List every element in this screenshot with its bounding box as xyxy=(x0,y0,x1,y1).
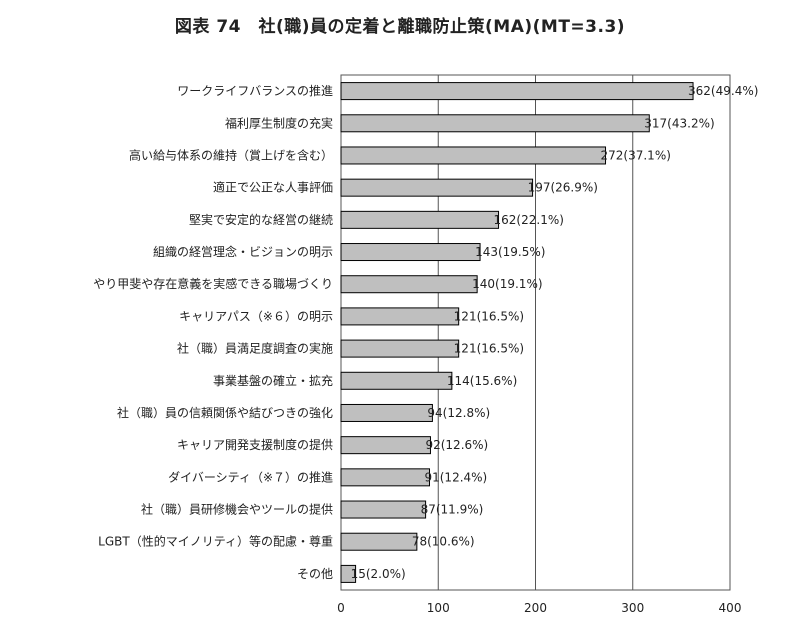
category-label: 組織の経営理念・ビジョンの明示 xyxy=(153,244,333,259)
bar xyxy=(340,275,478,294)
value-label: 143(19.5%) xyxy=(475,245,545,259)
x-tick-label: 300 xyxy=(621,601,644,615)
bar xyxy=(340,243,481,262)
category-label: 社（職）員満足度調査の実施 xyxy=(177,341,333,356)
category-label: 適正で公正な人事評価 xyxy=(213,180,333,195)
value-label: 121(16.5%) xyxy=(454,342,524,356)
category-label: その他 xyxy=(297,567,333,581)
category-label: 社（職）員研修機会やツールの提供 xyxy=(141,502,333,517)
category-label: 社（職）員の信頼関係や結びつきの強化 xyxy=(117,405,333,420)
value-labels: 362(49.4%) 317(43.2%) 272(37.1%) 197(26.9%)… xyxy=(351,84,759,581)
category-label: 堅実で安定的な経営の継続 xyxy=(189,212,333,227)
bar xyxy=(340,468,430,487)
bar xyxy=(340,114,650,133)
x-tick-label: 200 xyxy=(524,601,547,615)
bars xyxy=(340,82,694,583)
bar xyxy=(340,146,607,165)
category-label: キャリア開発支援制度の提供 xyxy=(177,437,333,452)
bar xyxy=(340,339,460,358)
value-label: 140(19.1%) xyxy=(472,277,542,291)
category-label: 福利厚生制度の充実 xyxy=(225,115,333,130)
bar xyxy=(340,436,431,455)
value-label: 91(12.4%) xyxy=(424,470,487,484)
value-label: 197(26.9%) xyxy=(528,181,598,195)
category-label: ダイバーシティ（※７）の推進 xyxy=(168,469,333,484)
bar xyxy=(340,307,460,326)
value-label: 121(16.5%) xyxy=(454,309,524,323)
x-tick-label: 0 xyxy=(337,601,345,615)
chart-title: 図表 74 社(職)員の定着と離職防止策(MA)(MT=3.3) xyxy=(174,17,626,37)
x-axis-ticks: 0 100 200 300 400 xyxy=(337,601,741,615)
value-label: 272(37.1%) xyxy=(601,148,671,162)
bar xyxy=(340,178,534,197)
value-label: 92(12.6%) xyxy=(425,438,488,452)
value-label: 114(15.6%) xyxy=(447,374,517,388)
bar xyxy=(340,210,500,229)
x-tick-label: 400 xyxy=(719,601,742,615)
value-label: 78(10.6%) xyxy=(412,535,475,549)
bar xyxy=(340,82,694,101)
value-label: 15(2.0%) xyxy=(351,567,406,581)
value-label: 87(11.9%) xyxy=(421,503,484,517)
category-label: やり甲斐や存在意義を実感できる職場づくり xyxy=(93,276,333,291)
category-label: 高い給与体系の維持（賞上げを含む） xyxy=(129,147,333,162)
category-label: 事業基盤の確立・拡充 xyxy=(213,373,333,388)
category-label: キャリアパス（※６）の明示 xyxy=(179,309,333,323)
x-tick-label: 100 xyxy=(427,601,450,615)
bar xyxy=(340,403,433,422)
category-label: LGBT（性的マイノリティ）等の配慮・尊重 xyxy=(98,534,333,549)
value-label: 362(49.4%) xyxy=(688,84,758,98)
value-label: 162(22.1%) xyxy=(494,213,564,227)
bar xyxy=(340,564,357,583)
category-label: ワークライフバランスの推進 xyxy=(177,84,333,98)
bar xyxy=(340,532,418,551)
bar xyxy=(340,371,453,390)
bar xyxy=(340,500,427,519)
value-label: 317(43.2%) xyxy=(644,116,714,130)
value-label: 94(12.8%) xyxy=(427,406,490,420)
